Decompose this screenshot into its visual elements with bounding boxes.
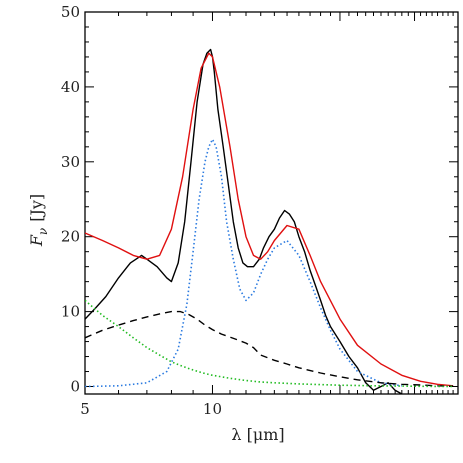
y-axis-unit: [Jy]: [27, 194, 46, 222]
y-tick-label: 20: [61, 228, 80, 246]
y-tick-label: 10: [61, 303, 80, 321]
x-tick-label: 10: [203, 400, 222, 418]
tick-labels: 0 10 20 30 40 50 5 10: [61, 3, 222, 418]
plot-frame: [84, 11, 459, 395]
axis-ticks: [84, 11, 459, 394]
y-axis-label: Fν [Jy]: [27, 194, 50, 247]
y-tick-label: 0: [70, 378, 80, 396]
x-axis-label: λ [μm]: [231, 425, 284, 444]
continuum-component-line: [85, 310, 454, 387]
model-fit-line: [85, 52, 454, 387]
y-axis-subscript: ν: [36, 228, 50, 235]
y-tick-label: 50: [61, 3, 80, 21]
series-layer: [85, 48, 454, 394]
y-tick-label: 40: [61, 78, 80, 96]
y-axis-symbol: F: [27, 234, 46, 247]
observed-spectrum-line: [85, 48, 403, 394]
y-tick-label: 30: [61, 153, 80, 171]
x-tick-label: 5: [80, 400, 90, 418]
silicate-component-line: [85, 138, 402, 388]
